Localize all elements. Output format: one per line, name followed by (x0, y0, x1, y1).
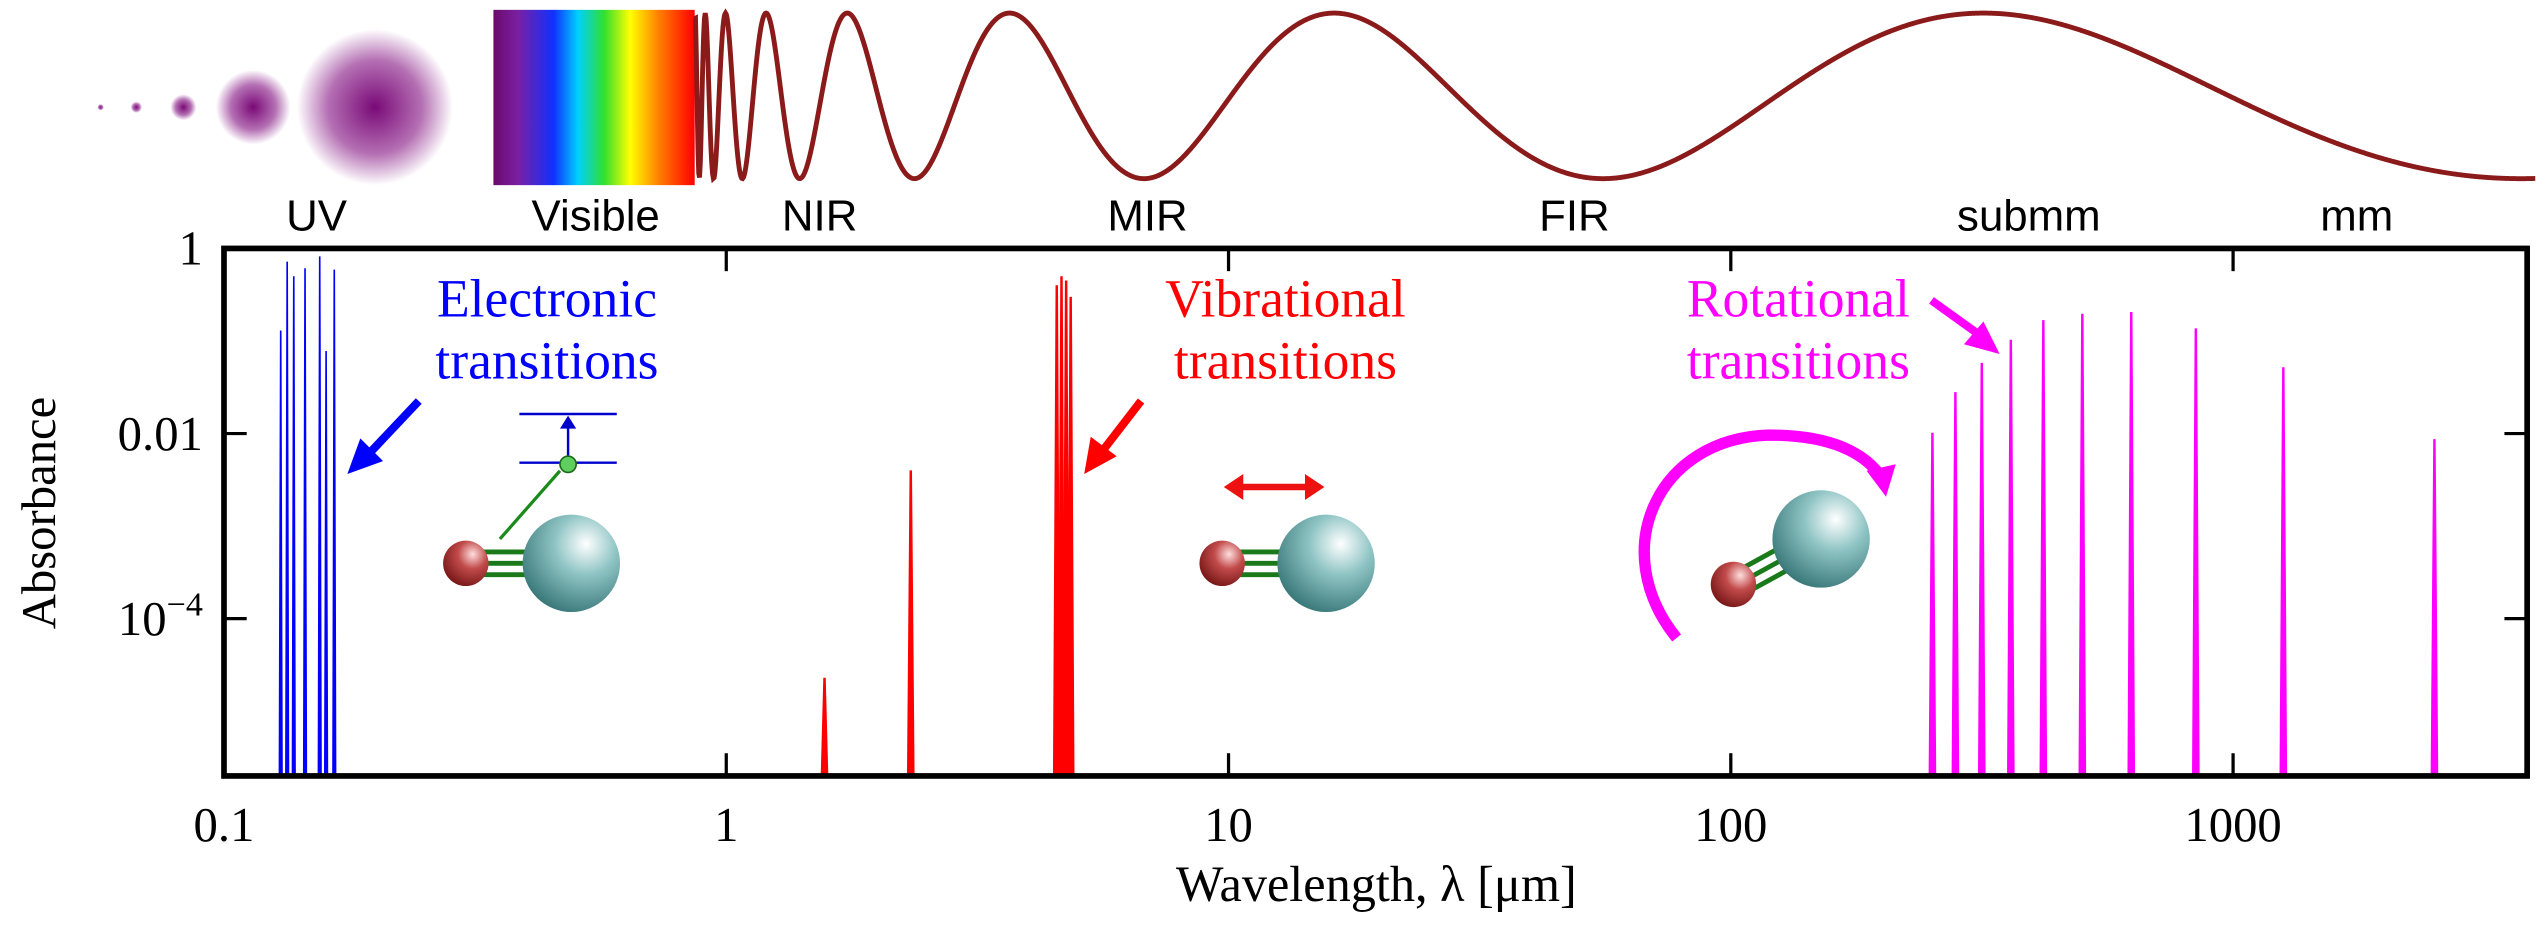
series (820, 276, 1075, 778)
absorption-peak (302, 268, 308, 777)
y-axis-label: Absorbance (12, 397, 66, 630)
absorption-peak (1951, 392, 1960, 778)
photon-dot (215, 69, 291, 145)
y-tick-label: 10−4 (118, 586, 203, 645)
band-label: submm (1957, 192, 2101, 241)
absorption-peak (2192, 328, 2200, 778)
annotation-arrow (1929, 297, 1986, 342)
atom-small (1710, 561, 1757, 608)
x-tick-label: 10 (1204, 798, 1253, 852)
absorption-peak (2078, 313, 2087, 778)
arrow-head (347, 438, 384, 475)
x-axis-label: Wavelength, λ [μm] (1176, 856, 1577, 912)
y-tick-label: 0.01 (118, 407, 203, 461)
annotation: transitions (1687, 330, 1910, 390)
absorption-peak (285, 261, 290, 777)
x-tick-label: 100 (1694, 798, 1767, 852)
absorption-peak (1977, 362, 1986, 778)
band-label: FIR (1539, 192, 1610, 241)
absorption-peak (2007, 339, 2015, 778)
electron (559, 455, 578, 474)
absorption-peak (820, 677, 829, 778)
electron-path (498, 469, 562, 541)
molecule-rotational (1638, 429, 1896, 642)
annotation: Electronic (437, 269, 657, 329)
y-tick-label: 1 (179, 222, 203, 276)
arrow-head (1866, 464, 1896, 497)
photon-dot (297, 29, 453, 186)
annotation: transitions (435, 330, 658, 390)
x-tick-label: 0.1 (194, 798, 255, 852)
arrow-head (1963, 321, 2000, 354)
molecule-electronic (443, 412, 621, 613)
atom-large (1277, 514, 1375, 613)
absorption-peak (1066, 296, 1075, 778)
photon-dot (170, 94, 197, 121)
band-label: NIR (782, 192, 857, 241)
rotation-arrow (1638, 429, 1888, 642)
annotation-arrow (360, 398, 422, 463)
absorption-peak (2430, 439, 2439, 778)
annotation: transitions (1174, 330, 1397, 390)
visible-rainbow (493, 9, 695, 186)
absorption-peak (291, 276, 296, 777)
absorption-peak (323, 350, 329, 777)
absorption-peak (2279, 367, 2288, 778)
x-tick-label: 1 (714, 798, 738, 852)
absorption-peak (2127, 311, 2136, 778)
wave (693, 8, 2536, 184)
series (1928, 311, 2439, 778)
band-label: MIR (1107, 192, 1187, 241)
series (278, 256, 337, 777)
annotation: Vibrational (1165, 269, 1406, 329)
band-label: Visible (532, 192, 660, 241)
photon-dot (130, 101, 143, 113)
absorption-peak (332, 269, 337, 777)
arrow-head (559, 415, 577, 429)
absorption-peak (278, 330, 283, 777)
atom-large (522, 514, 621, 613)
absorption-peak (1928, 432, 1937, 778)
spectrum-decoration (97, 8, 2536, 186)
band-label: UV (286, 192, 348, 241)
x-tick-label: 1000 (2184, 798, 2281, 852)
absorption-peak (906, 470, 915, 778)
atom-small (1199, 540, 1245, 587)
plot-frame (221, 245, 2530, 779)
atom-small (443, 540, 489, 587)
photon-dot (97, 103, 104, 111)
annotation: Rotational (1687, 269, 1910, 329)
arrow-head (1084, 436, 1117, 475)
band-label: mm (2320, 192, 2393, 241)
absorption-peak (2039, 320, 2048, 778)
atom-large (1772, 490, 1870, 588)
molecule-vibrational (1199, 474, 1375, 613)
absorption-peak (317, 256, 322, 777)
